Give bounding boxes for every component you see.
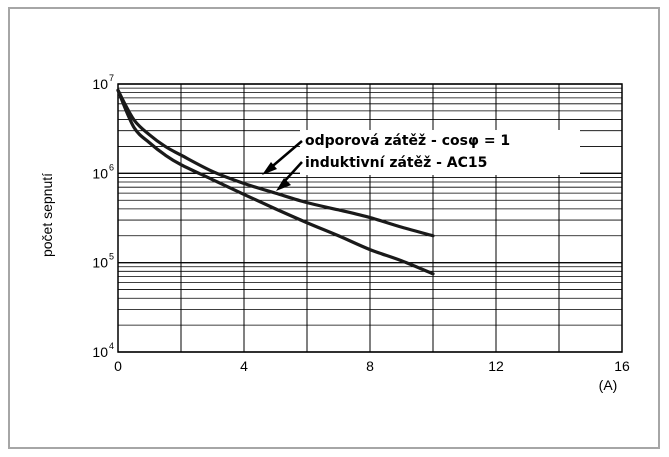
series-line-1 bbox=[116, 88, 435, 276]
annotation-resistive: odporová zátěž - cosφ = 1 bbox=[305, 133, 510, 149]
y-axis-label: počet sepnutí bbox=[39, 173, 55, 257]
axes bbox=[117, 83, 623, 353]
x-tick-label: 12 bbox=[488, 358, 504, 374]
y-tick-label: 10 bbox=[92, 255, 108, 271]
y-tick-exponent: 6 bbox=[109, 162, 114, 172]
legend-box-1 bbox=[300, 153, 580, 175]
y-tick-label: 10 bbox=[92, 165, 108, 181]
series-line-0 bbox=[116, 88, 435, 238]
y-tick-label: 10 bbox=[92, 344, 108, 360]
x-tick-label: 4 bbox=[240, 358, 248, 374]
annotation-arrowhead-1 bbox=[276, 178, 291, 191]
legend-box-0 bbox=[300, 130, 580, 153]
y-tick-label: 10 bbox=[92, 76, 108, 92]
y-tick-exponent: 5 bbox=[109, 252, 114, 262]
x-tick-label: 8 bbox=[366, 358, 374, 374]
plot-border bbox=[117, 83, 623, 353]
curves bbox=[116, 88, 435, 276]
annotation-inductive: induktivní zátěž - AC15 bbox=[305, 155, 487, 171]
x-tick-label: 16 bbox=[614, 358, 630, 374]
x-unit-label: (A) bbox=[599, 377, 618, 393]
y-tick-exponent: 4 bbox=[109, 341, 114, 351]
annotations: odporová zátěž - cosφ = 1 induktivní zát… bbox=[262, 130, 580, 191]
chart-frame bbox=[8, 7, 660, 449]
x-tick-label: 0 bbox=[114, 358, 122, 374]
y-tick-exponent: 7 bbox=[109, 73, 114, 83]
annotation-arrowhead-0 bbox=[262, 162, 277, 175]
